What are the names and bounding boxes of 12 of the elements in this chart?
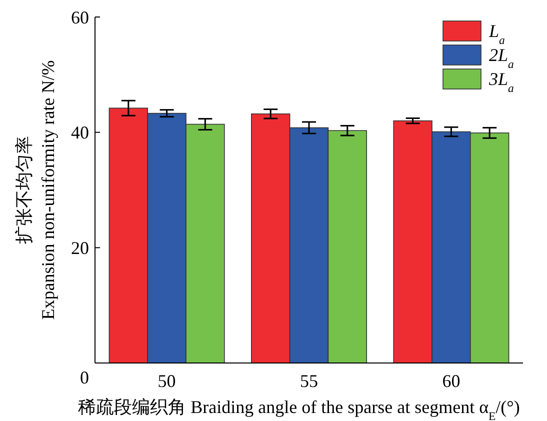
y-tick-label: 60 bbox=[71, 7, 89, 28]
x-tick-label: 50 bbox=[158, 371, 176, 391]
x-tick-label: 55 bbox=[300, 371, 318, 391]
x-tick-label: 60 bbox=[442, 371, 460, 391]
x-axis-title: 稀疏段编织角 Braiding angle of the sparse at segment α$_{E}$/(°) bbox=[78, 397, 520, 421]
legend-label: L$_{a}$ bbox=[488, 21, 506, 46]
legend-label: 3L$_{a}$ bbox=[488, 69, 514, 94]
y-tick-label: 0 bbox=[80, 367, 89, 388]
y-axis-title: 扩张不均匀率 Expansion non-uniformity rate N/% bbox=[14, 60, 58, 320]
y-tick-label: 20 bbox=[71, 238, 89, 258]
legend-label: 2L$_{a}$ bbox=[489, 45, 514, 70]
y-tick-label: 40 bbox=[71, 122, 89, 143]
